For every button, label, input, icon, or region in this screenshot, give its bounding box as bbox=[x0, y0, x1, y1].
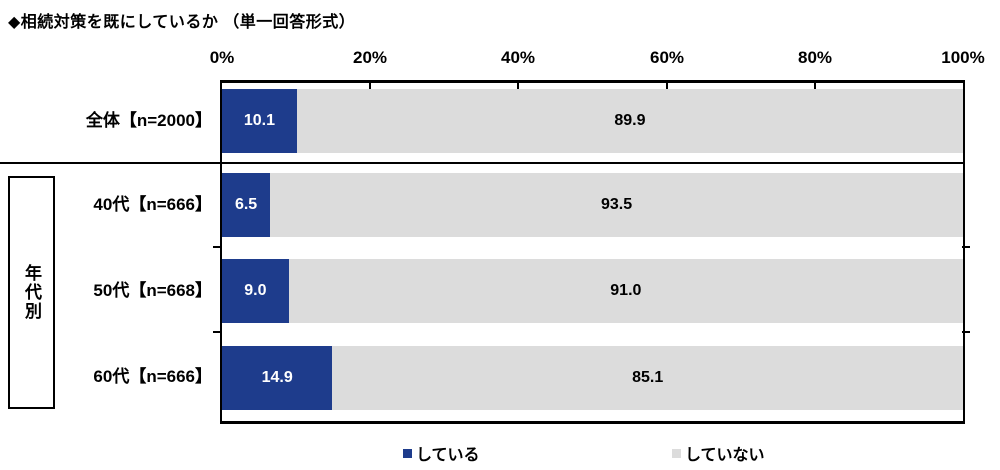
bar-segment-not-doing: 91.0 bbox=[288, 259, 963, 323]
x-axis-label-60: 60% bbox=[649, 48, 685, 67]
bar-row-total: 10.1 89.9 bbox=[222, 89, 963, 153]
category-label-60s: 60代【n=666】 bbox=[93, 367, 212, 386]
chart-title: ◆相続対策を既にしているか （単一回答形式） bbox=[8, 14, 356, 31]
bar-value-label: 89.9 bbox=[614, 112, 646, 129]
category-tick bbox=[962, 246, 970, 248]
legend-item-not-doing: していない bbox=[672, 443, 765, 464]
axis-tick-40 bbox=[517, 83, 520, 89]
x-axis-label-40: 40% bbox=[500, 48, 536, 67]
bar-value-label: 6.5 bbox=[234, 196, 258, 213]
bar-value-label: 85.1 bbox=[632, 369, 664, 386]
plot-area: 10.1 89.9 6.5 93.5 9.0 91.0 14.9 85.1 bbox=[220, 80, 965, 424]
bar-segment-doing: 10.1 bbox=[222, 89, 297, 153]
age-group-box: 年代別 bbox=[8, 176, 55, 409]
bar-value-label: 93.5 bbox=[601, 196, 633, 213]
axis-tick-20 bbox=[369, 83, 372, 89]
legend-label-doing: している bbox=[416, 447, 480, 464]
bar-value-label: 9.0 bbox=[244, 282, 267, 299]
bar-segment-doing: 9.0 bbox=[222, 259, 289, 323]
bar-value-label: 10.1 bbox=[243, 112, 275, 129]
category-tick bbox=[213, 331, 221, 333]
axis-tick-80 bbox=[813, 83, 816, 89]
bar-segment-not-doing: 85.1 bbox=[332, 346, 963, 410]
bar-segment-doing: 6.5 bbox=[222, 173, 271, 237]
category-label-total: 全体【n=2000】 bbox=[85, 111, 212, 130]
axis-tick-60 bbox=[665, 83, 668, 89]
category-label-50s: 50代【n=668】 bbox=[93, 281, 212, 300]
category-label-40s: 40代【n=666】 bbox=[93, 195, 212, 214]
bar-segment-doing: 14.9 bbox=[222, 346, 333, 410]
bar-row-50s: 9.0 91.0 bbox=[222, 259, 963, 323]
bar-segment-not-doing: 89.9 bbox=[296, 89, 963, 153]
bar-value-label: 91.0 bbox=[610, 282, 642, 299]
bar-row-60s: 14.9 85.1 bbox=[222, 346, 963, 410]
bar-row-40s: 6.5 93.5 bbox=[222, 173, 963, 237]
x-axis-label-20: 20% bbox=[352, 48, 388, 67]
bar-value-label: 14.9 bbox=[261, 369, 293, 386]
legend-item-doing: している bbox=[403, 443, 480, 464]
legend-label-not-doing: していない bbox=[685, 447, 765, 464]
category-tick bbox=[962, 331, 970, 333]
age-group-label: 年代別 bbox=[22, 264, 41, 321]
category-tick bbox=[213, 246, 221, 248]
x-axis-label-80: 80% bbox=[797, 48, 833, 67]
x-axis-label-0: 0% bbox=[209, 48, 235, 67]
legend-swatch-doing-icon bbox=[403, 448, 412, 458]
x-axis-label-100: 100% bbox=[941, 48, 985, 67]
group-separator-line bbox=[0, 162, 963, 164]
bar-segment-not-doing: 93.5 bbox=[270, 173, 963, 237]
legend-swatch-not-doing-icon bbox=[672, 448, 681, 458]
